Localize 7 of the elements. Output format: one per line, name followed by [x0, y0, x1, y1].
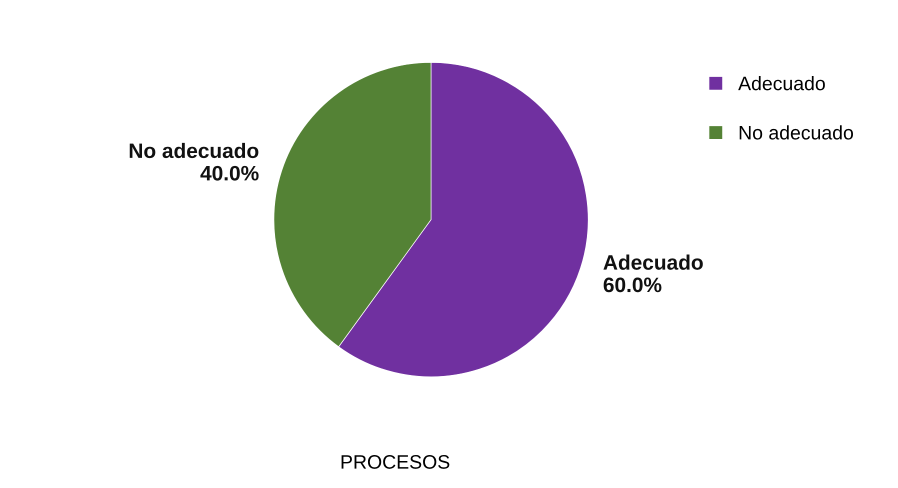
legend-label: Adecuado: [738, 76, 825, 90]
slice-label: Adecuado: [603, 254, 703, 270]
data-label: 60.0%: [604, 278, 662, 292]
data-label: 40.0%: [200, 166, 259, 181]
slice-label: No adecuado: [130, 142, 258, 158]
legend-label: No adecuado: [740, 125, 853, 140]
text: PROCESOS: [342, 455, 450, 469]
